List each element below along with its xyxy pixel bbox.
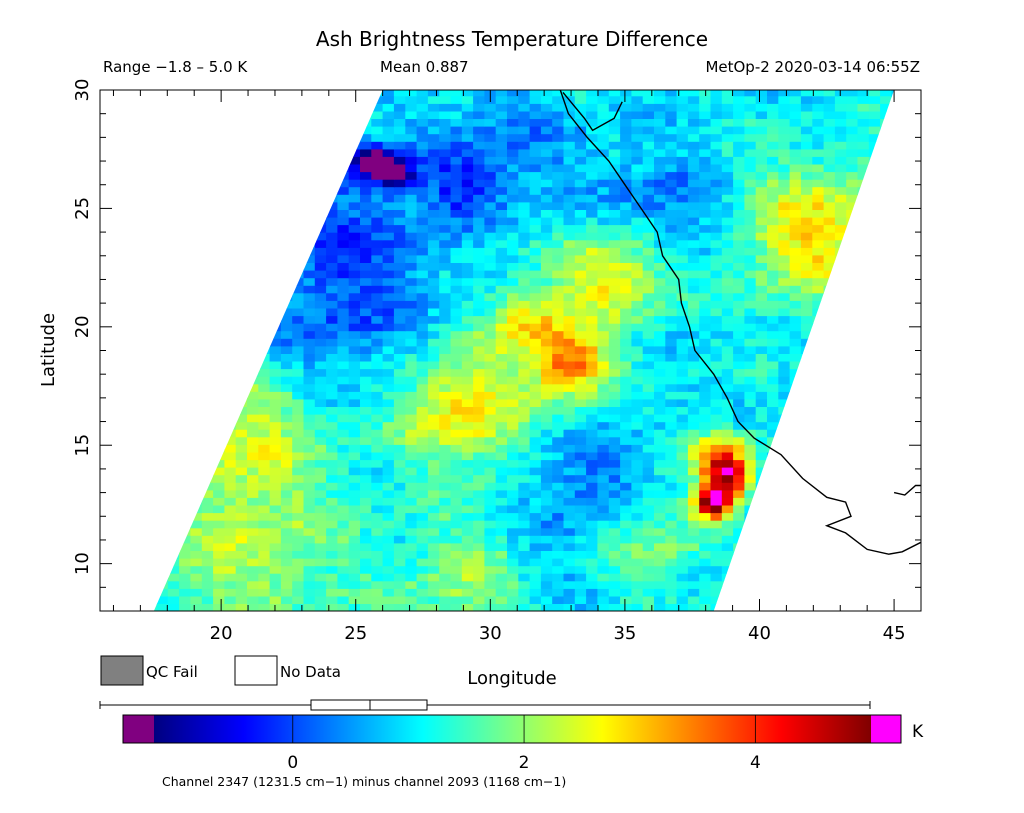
x-tick-label: 40	[748, 623, 771, 644]
colorbar-unit: K	[912, 722, 924, 742]
legend: QC Fail No Data	[100, 655, 341, 686]
qc-fail-label: QC Fail	[146, 663, 198, 681]
heatmap-swath	[153, 90, 895, 611]
y-tick-label: 30	[72, 79, 93, 102]
coastline-yemen	[893, 484, 921, 496]
colorbar-ticks: 0 2 4	[287, 715, 761, 773]
colorbar-above-range	[871, 715, 901, 743]
x-tick-label: 25	[344, 623, 367, 644]
mean-label: Mean 0.887	[380, 58, 469, 76]
y-tick-label: 10	[72, 552, 93, 575]
colorbar-tick-label: 4	[750, 753, 761, 773]
colorbar-caption: Channel 2347 (1231.5 cm−1) minus channel…	[162, 774, 566, 789]
coastline-red-sea	[559, 90, 921, 555]
range-indicator	[99, 699, 871, 711]
x-tick-label: 35	[613, 623, 636, 644]
no-data-swatch	[234, 655, 278, 686]
coastline-sinai	[562, 91, 623, 132]
colorbar-gradient	[154, 715, 871, 743]
colorbar-tick-label: 0	[287, 753, 298, 773]
y-axis-label: Latitude	[38, 313, 59, 387]
y-axis-ticks: 10 15 20 25 30	[72, 79, 921, 612]
chart-title: Ash Brightness Temperature Difference	[316, 27, 708, 51]
coastline	[559, 90, 921, 555]
plot-area: 20 25 30 35 40 45 10 15 20 25 30	[72, 79, 922, 644]
satellite-time-label: MetOp-2 2020-03-14 06:55Z	[705, 58, 920, 76]
y-tick-label: 25	[72, 197, 93, 220]
x-axis-ticks: 20 25 30 35 40 45	[112, 90, 906, 644]
colorbar-tick-label: 2	[519, 753, 530, 773]
colorbar: 0 2 4 K	[122, 714, 924, 773]
colorbar-below-range	[123, 715, 154, 743]
x-axis-label: Longitude	[467, 668, 557, 689]
no-data-label: No Data	[280, 663, 341, 681]
x-tick-label: 45	[883, 623, 906, 644]
y-tick-label: 15	[72, 434, 93, 457]
x-tick-label: 30	[479, 623, 502, 644]
range-label: Range −1.8 – 5.0 K	[103, 58, 248, 76]
x-tick-label: 20	[210, 623, 233, 644]
y-tick-label: 20	[72, 315, 93, 338]
qc-fail-swatch	[100, 655, 144, 686]
